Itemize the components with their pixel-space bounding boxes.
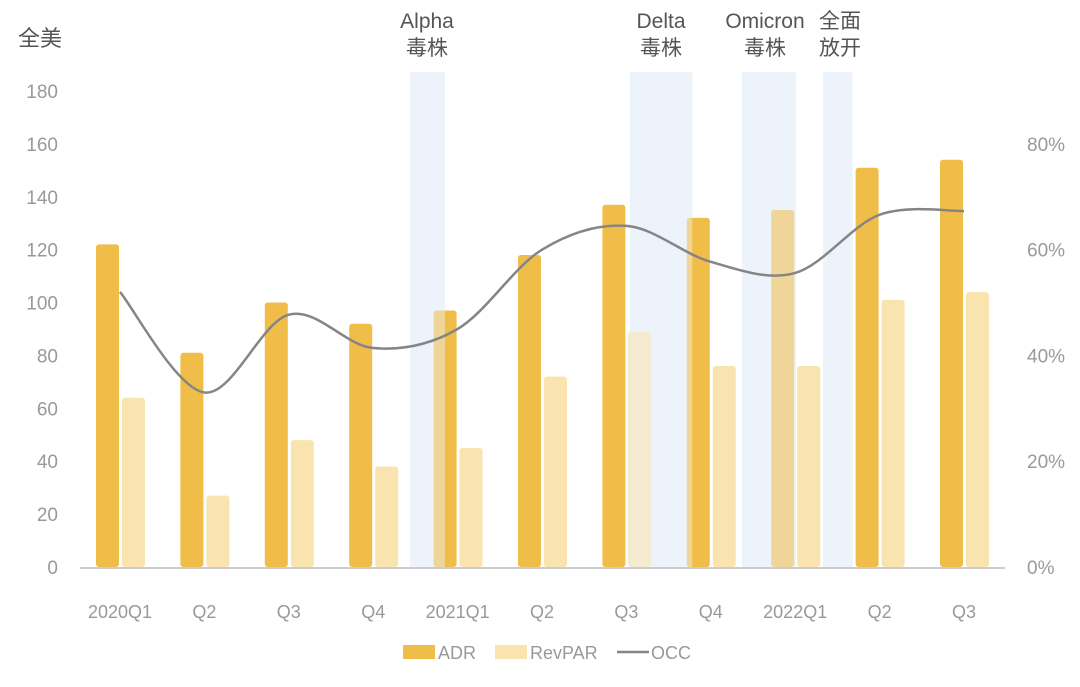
annotation-label: Delta xyxy=(636,10,685,33)
adr-bar xyxy=(602,205,625,567)
x-tick-label: Q2 xyxy=(868,602,892,622)
highlight-band-overlay xyxy=(630,72,692,567)
revpar-bar xyxy=(291,440,314,567)
y2-tick-label: 40% xyxy=(1027,346,1065,367)
x-tick-label: Q2 xyxy=(192,602,216,622)
annotation-label: 毒株 xyxy=(640,37,682,60)
y2-tick-label: 60% xyxy=(1027,241,1065,262)
y-tick-label: 120 xyxy=(26,241,58,262)
x-tick-label: Q4 xyxy=(699,602,723,622)
x-tick-label: Q3 xyxy=(952,602,976,622)
adr-bar xyxy=(180,353,203,567)
x-tick-label: 2021Q1 xyxy=(426,602,490,622)
legend-label: ADR xyxy=(438,643,476,663)
x-tick-label: 2020Q1 xyxy=(88,602,152,622)
y-axis-label: 全美 xyxy=(18,26,62,51)
adr-bar xyxy=(940,160,963,567)
revpar-bar xyxy=(544,377,567,567)
y-tick-label: 60 xyxy=(37,399,58,420)
revpar-bar xyxy=(206,496,229,567)
adr-bar xyxy=(349,324,372,567)
y-tick-label: 100 xyxy=(26,294,58,315)
highlight-band-overlay xyxy=(823,72,853,567)
revpar-bar xyxy=(797,366,820,567)
legend: ADR RevPAR OCC xyxy=(403,643,691,663)
x-tick-label: Q3 xyxy=(277,602,301,622)
highlight-band-overlay xyxy=(742,72,796,567)
revpar-bar xyxy=(375,467,398,567)
revpar-bar xyxy=(460,448,483,567)
y-tick-label: 140 xyxy=(26,188,58,209)
annotation-label: 毒株 xyxy=(406,37,448,60)
adr-bar xyxy=(265,303,288,567)
annotation-label: 放开 xyxy=(819,37,861,60)
y2-tick-label: 80% xyxy=(1027,135,1065,156)
legend-label: RevPAR xyxy=(530,643,598,663)
y-tick-label: 160 xyxy=(26,135,58,156)
y-tick-label: 0 xyxy=(47,558,58,579)
annotation-label: Alpha xyxy=(400,10,454,33)
revpar-bar xyxy=(882,300,905,567)
adr-bar xyxy=(518,255,541,567)
y2-tick-label: 20% xyxy=(1027,452,1065,473)
highlight-band-overlay xyxy=(410,72,445,567)
y2-tick-label: 0% xyxy=(1027,558,1055,579)
revpar-bar xyxy=(966,292,989,567)
annotation-label: Omicron xyxy=(725,10,804,33)
revpar-bar xyxy=(713,366,736,567)
legend-swatch-revpar xyxy=(495,645,527,659)
legend-swatch-adr xyxy=(403,645,435,659)
annotation-label: 全面 xyxy=(819,10,861,33)
y-tick-label: 40 xyxy=(37,452,58,473)
revpar-bar xyxy=(122,398,145,567)
annotation-label: 毒株 xyxy=(744,37,786,60)
x-tick-label: Q3 xyxy=(614,602,638,622)
x-tick-label: Q4 xyxy=(361,602,385,622)
x-tick-label: Q2 xyxy=(530,602,554,622)
y-tick-label: 80 xyxy=(37,346,58,367)
x-tick-label: 2022Q1 xyxy=(763,602,827,622)
y-tick-label: 180 xyxy=(26,82,58,103)
adr-bar xyxy=(96,244,119,567)
legend-label: OCC xyxy=(651,643,691,663)
y-tick-label: 20 xyxy=(37,505,58,526)
